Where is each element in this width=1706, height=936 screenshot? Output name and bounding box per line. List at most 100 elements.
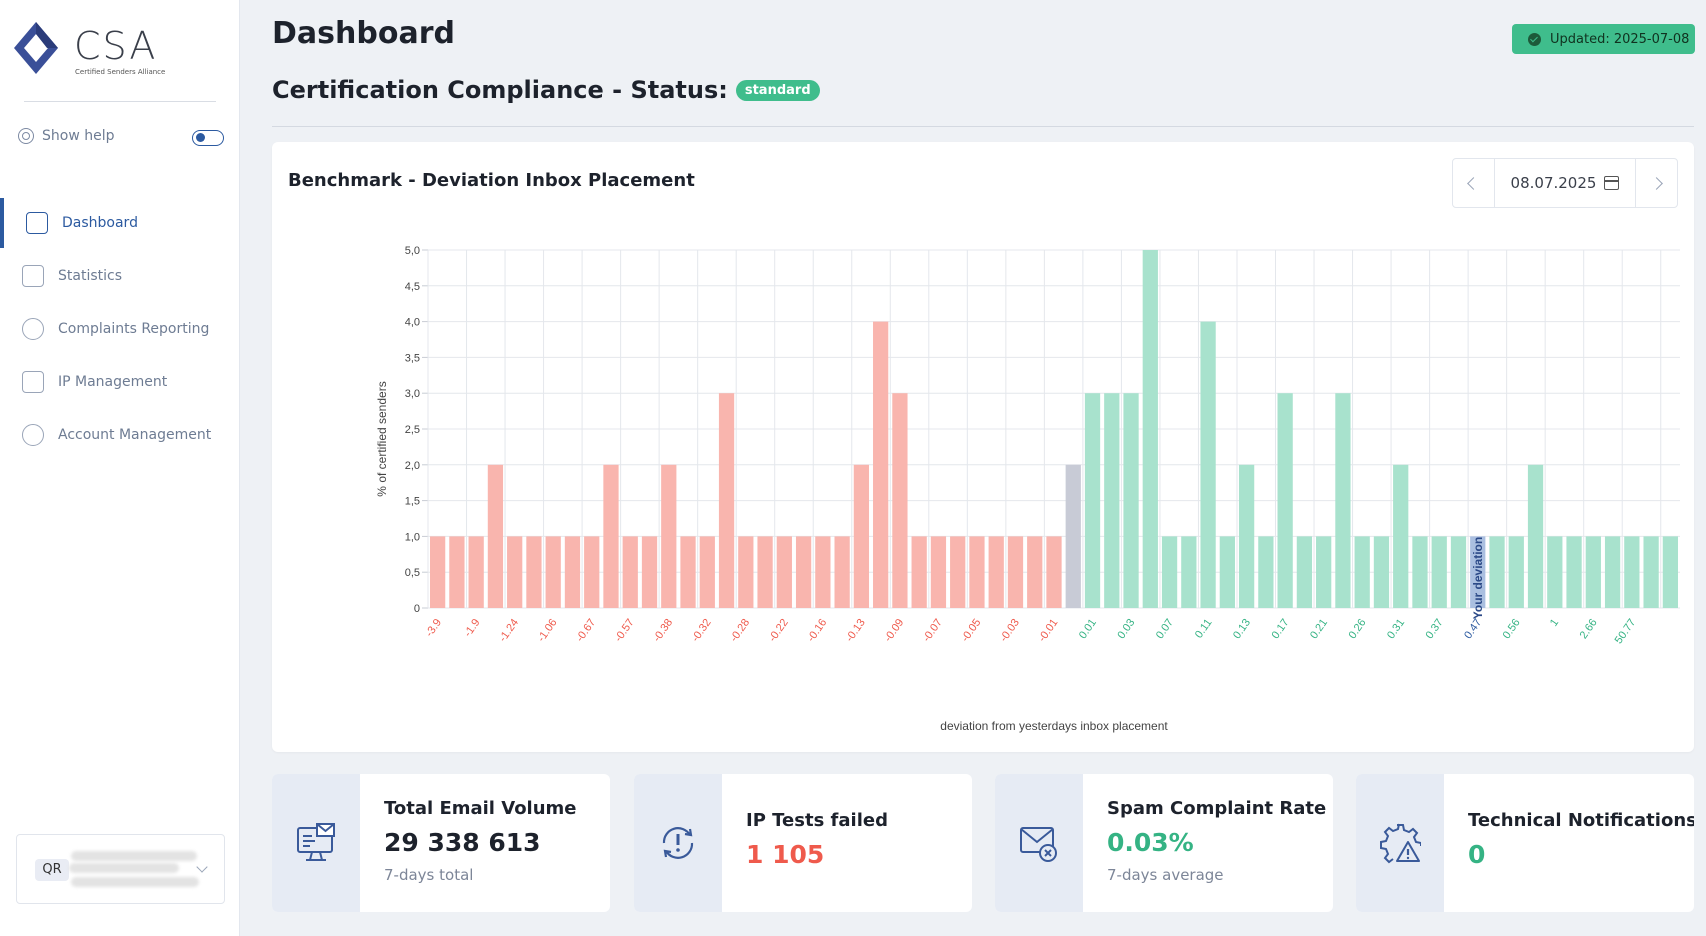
x-tick-label: -0.13 (844, 617, 868, 644)
ip-management-icon (22, 371, 44, 393)
x-tick-label: 1 (1548, 617, 1561, 629)
chart-bar (853, 464, 870, 608)
stat-icon-area (995, 774, 1083, 912)
chart-bar (680, 536, 696, 608)
page-title: Dashboard (272, 16, 455, 51)
chart-bar (1604, 536, 1621, 608)
show-help-row[interactable]: Show help (18, 124, 226, 148)
chart-bar (911, 536, 927, 608)
compliance-status-label: Certification Compliance - Status: (272, 76, 728, 104)
stat-icon-area (272, 774, 360, 912)
complaints-icon (22, 318, 44, 340)
stat-note: 7-days total (384, 866, 474, 884)
sidebar-item-label: Complaints Reporting (58, 321, 210, 337)
y-tick-label: 4,0 (405, 317, 420, 329)
x-tick-label: -0.32 (690, 617, 714, 644)
chart-bar (564, 536, 581, 608)
header-divider (272, 126, 1694, 127)
x-tick-label: -3.9 (423, 617, 444, 639)
user-initials-badge: QR (35, 859, 69, 881)
chart-bar (1566, 536, 1582, 608)
chart-bar (1142, 250, 1158, 608)
x-tick-label: -0.67 (574, 617, 598, 644)
dashboard-icon (26, 212, 48, 234)
x-tick-label: 0.26 (1347, 617, 1369, 641)
stat-card-technical-notifications: Technical Notifications 0 (1356, 774, 1694, 912)
x-tick-label: 50.77 (1613, 617, 1639, 646)
x-tick-label: 2.66 (1578, 617, 1600, 641)
logo-subtitle: Certified Senders Alliance (75, 68, 166, 76)
next-date-button[interactable] (1635, 159, 1677, 207)
chart-bar (584, 536, 600, 608)
x-tick-label: 0.56 (1501, 617, 1523, 641)
chart-bar (1238, 464, 1255, 608)
chart-bar (1643, 536, 1659, 608)
x-axis-title: deviation from yesterdays inbox placemen… (940, 719, 1168, 733)
y-tick-label: 1,0 (405, 531, 420, 543)
chart-bar (449, 536, 465, 608)
account-management-icon (22, 424, 44, 446)
stat-label: Technical Notifications (1468, 810, 1694, 831)
chevron-down-icon (196, 861, 208, 873)
deviation-bar-chart: 0 0,5 1,0 1,5 2,0 2,5 3,0 3,5 4,0 4,5 5,0 Your devi… (375, 245, 1680, 733)
x-tick-label: 0.03 (1115, 617, 1137, 641)
sidebar-item-ip-management[interactable]: IP Management (0, 357, 240, 407)
chart-bar (969, 536, 985, 608)
calendar-icon[interactable] (1604, 176, 1620, 190)
chart-bar (815, 536, 831, 608)
logo-diamond-icon (14, 22, 58, 74)
chart-bar (1277, 393, 1293, 608)
x-tick-label: 0.47 (1462, 617, 1484, 641)
x-tick-label: 0.07 (1154, 617, 1176, 641)
y-tick-label: 0,5 (405, 567, 420, 579)
chart-bar (1354, 536, 1370, 608)
chart-bar (1161, 536, 1178, 608)
stat-card-ip-tests-failed: IP Tests failed 1 105 (634, 774, 972, 912)
x-tick-label: 0.13 (1231, 617, 1253, 641)
lifebuoy-icon (18, 128, 34, 144)
chart-bar (718, 393, 735, 608)
compliance-status-heading: Certification Compliance - Status: stand… (272, 76, 820, 104)
x-tick-label: -1.06 (535, 617, 559, 644)
sidebar-item-statistics[interactable]: Statistics (0, 251, 240, 301)
benchmark-chart-card: Benchmark - Deviation Inbox Placement 08… (272, 142, 1694, 752)
chart-bar (1508, 536, 1524, 608)
previous-date-button[interactable] (1453, 159, 1495, 207)
date-picker: 08.07.2025 (1452, 158, 1678, 208)
chart-bar (1585, 536, 1601, 608)
chart-bar (757, 536, 773, 608)
stat-card-spam-complaint-rate: Spam Complaint Rate 0.03% 7-days average (995, 774, 1333, 912)
x-tick-label: -1.24 (497, 617, 521, 644)
x-tick-label: 0.01 (1077, 617, 1099, 641)
x-tick-label: -0.57 (612, 617, 636, 644)
show-help-label: Show help (42, 128, 115, 144)
chart-bar (738, 536, 754, 608)
chart-bar (1547, 536, 1563, 608)
chart-bar (430, 536, 446, 608)
user-menu[interactable]: QR (16, 834, 225, 904)
sidebar-item-label: IP Management (58, 374, 168, 390)
chart-bar (1296, 536, 1313, 608)
sidebar-item-complaints-reporting[interactable]: Complaints Reporting (0, 304, 240, 354)
x-tick-label: -0.05 (959, 617, 983, 644)
chart-bar (603, 464, 619, 608)
chart-bar (1200, 321, 1216, 608)
date-field[interactable]: 08.07.2025 (1495, 159, 1635, 207)
chart-bar (661, 464, 677, 608)
x-tick-label: -0.28 (728, 617, 752, 644)
csa-logo[interactable]: CSA Certified Senders Alliance (14, 22, 165, 82)
y-tick-label: 5,0 (405, 245, 420, 257)
email-volume-icon (297, 823, 335, 861)
chart-bar (545, 536, 561, 608)
chart-bar (1027, 536, 1043, 608)
show-help-toggle[interactable] (192, 130, 224, 146)
spam-complaint-icon (1020, 827, 1057, 862)
sidebar-item-account-management[interactable]: Account Management (0, 410, 240, 460)
statistics-icon (22, 265, 44, 287)
stat-value: 0 (1468, 840, 1486, 869)
sidebar-item-dashboard[interactable]: Dashboard (0, 198, 240, 248)
chart-bar (892, 393, 908, 608)
chart-bar (699, 536, 715, 608)
chart-bar (487, 464, 504, 608)
x-tick-label: -0.38 (651, 617, 675, 644)
